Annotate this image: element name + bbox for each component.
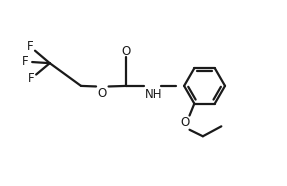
Text: F: F <box>27 40 33 53</box>
Text: O: O <box>98 87 107 100</box>
Text: O: O <box>180 116 190 129</box>
Text: F: F <box>28 72 35 85</box>
Text: O: O <box>122 45 131 58</box>
Text: F: F <box>22 55 29 68</box>
Text: NH: NH <box>145 88 162 101</box>
